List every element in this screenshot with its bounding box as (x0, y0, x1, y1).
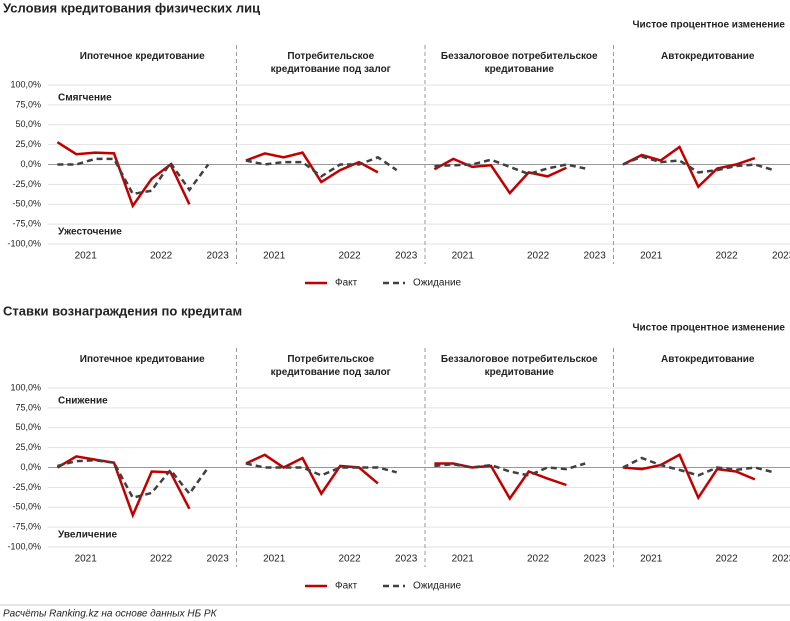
chart-title: Ставки вознаграждения по кредитам (3, 303, 242, 318)
y-tick-label: -75,0% (12, 219, 41, 229)
x-group-label: 2023 (772, 554, 790, 565)
x-group-label: 2021 (263, 251, 286, 262)
legend-label: Факт (335, 581, 358, 592)
panel-title: Ипотечное кредитование (79, 51, 205, 62)
x-group-label: 2023 (395, 251, 418, 262)
x-group-label: 2022 (150, 251, 173, 262)
annotation: Смягчение (58, 92, 112, 103)
series-line (433, 157, 567, 196)
y-tick-label: -50,0% (12, 199, 41, 209)
y-tick-label: 0,0% (20, 159, 41, 169)
x-group-label: 2023 (207, 251, 230, 262)
panel-title: Ипотечное кредитование (79, 354, 205, 365)
annotation: Ужесточение (58, 227, 122, 238)
y-tick-label: -50,0% (12, 502, 41, 512)
x-group-label: 2023 (772, 251, 790, 262)
chart-subtitle: Чистое процентное изменение (632, 323, 785, 334)
x-group-label: 2023 (395, 554, 418, 565)
panel-title: Беззалоговое потребительское кредитовани… (440, 51, 598, 75)
x-group-label: 2022 (715, 554, 738, 565)
legend-label: Ожидание (413, 581, 462, 592)
annotation: Увеличение (58, 530, 117, 541)
y-tick-label: 100,0% (10, 79, 41, 89)
y-tick-label: 50,0% (15, 119, 41, 129)
x-group-label: 2022 (150, 554, 173, 565)
series-line (56, 455, 191, 519)
series-line (622, 453, 756, 501)
legend-label: Ожидание (413, 278, 462, 289)
series-line (434, 158, 586, 176)
y-tick-label: -100,0% (7, 238, 41, 248)
y-tick-label: 0,0% (20, 462, 41, 472)
x-group-label: 2021 (263, 554, 286, 565)
chart-subtitle: Чистое процентное изменение (632, 20, 785, 31)
legend-label: Факт (335, 278, 358, 289)
series-line (245, 155, 398, 178)
x-group-label: 2023 (584, 554, 607, 565)
panel-title: Автокредитование (661, 354, 755, 365)
panel-title: Беззалоговое потребительское кредитовани… (440, 354, 598, 378)
series-line (57, 459, 210, 500)
y-tick-label: 75,0% (15, 99, 41, 109)
x-group-label: 2022 (338, 251, 361, 262)
x-group-label: 2023 (584, 251, 607, 262)
y-tick-label: -100,0% (7, 541, 41, 551)
y-tick-label: 75,0% (15, 402, 41, 412)
series-line (245, 462, 398, 477)
x-group-label: 2021 (75, 554, 98, 565)
x-group-label: 2022 (527, 554, 550, 565)
series-line (622, 456, 775, 477)
series-line (434, 462, 586, 477)
panel-title: Потребительское кредитование под залог (270, 354, 391, 378)
panel-title: Потребительское кредитование под залог (270, 51, 391, 75)
x-group-label: 2021 (640, 554, 663, 565)
y-tick-label: -75,0% (12, 522, 41, 532)
y-tick-label: -25,0% (12, 482, 41, 492)
x-group-label: 2021 (452, 251, 475, 262)
y-tick-label: 50,0% (15, 422, 41, 432)
x-group-label: 2021 (75, 251, 98, 262)
series-line (245, 151, 379, 184)
y-tick-label: 25,0% (15, 139, 41, 149)
series-line (622, 155, 775, 174)
y-tick-label: 25,0% (15, 442, 41, 452)
x-group-label: 2022 (527, 251, 550, 262)
annotation: Снижение (58, 395, 108, 406)
x-group-label: 2022 (715, 251, 738, 262)
x-group-label: 2021 (640, 251, 663, 262)
panel-title: Автокредитование (661, 51, 755, 62)
x-group-label: 2023 (207, 554, 230, 565)
x-group-label: 2022 (338, 554, 361, 565)
y-tick-label: 100,0% (10, 382, 41, 392)
x-group-label: 2021 (452, 554, 475, 565)
chart-title: Условия кредитования физических лиц (3, 0, 260, 15)
series-line (57, 157, 210, 196)
footer: Расчёты Ranking.kz на основе данных НБ Р… (3, 609, 218, 620)
y-tick-label: -25,0% (12, 179, 41, 189)
